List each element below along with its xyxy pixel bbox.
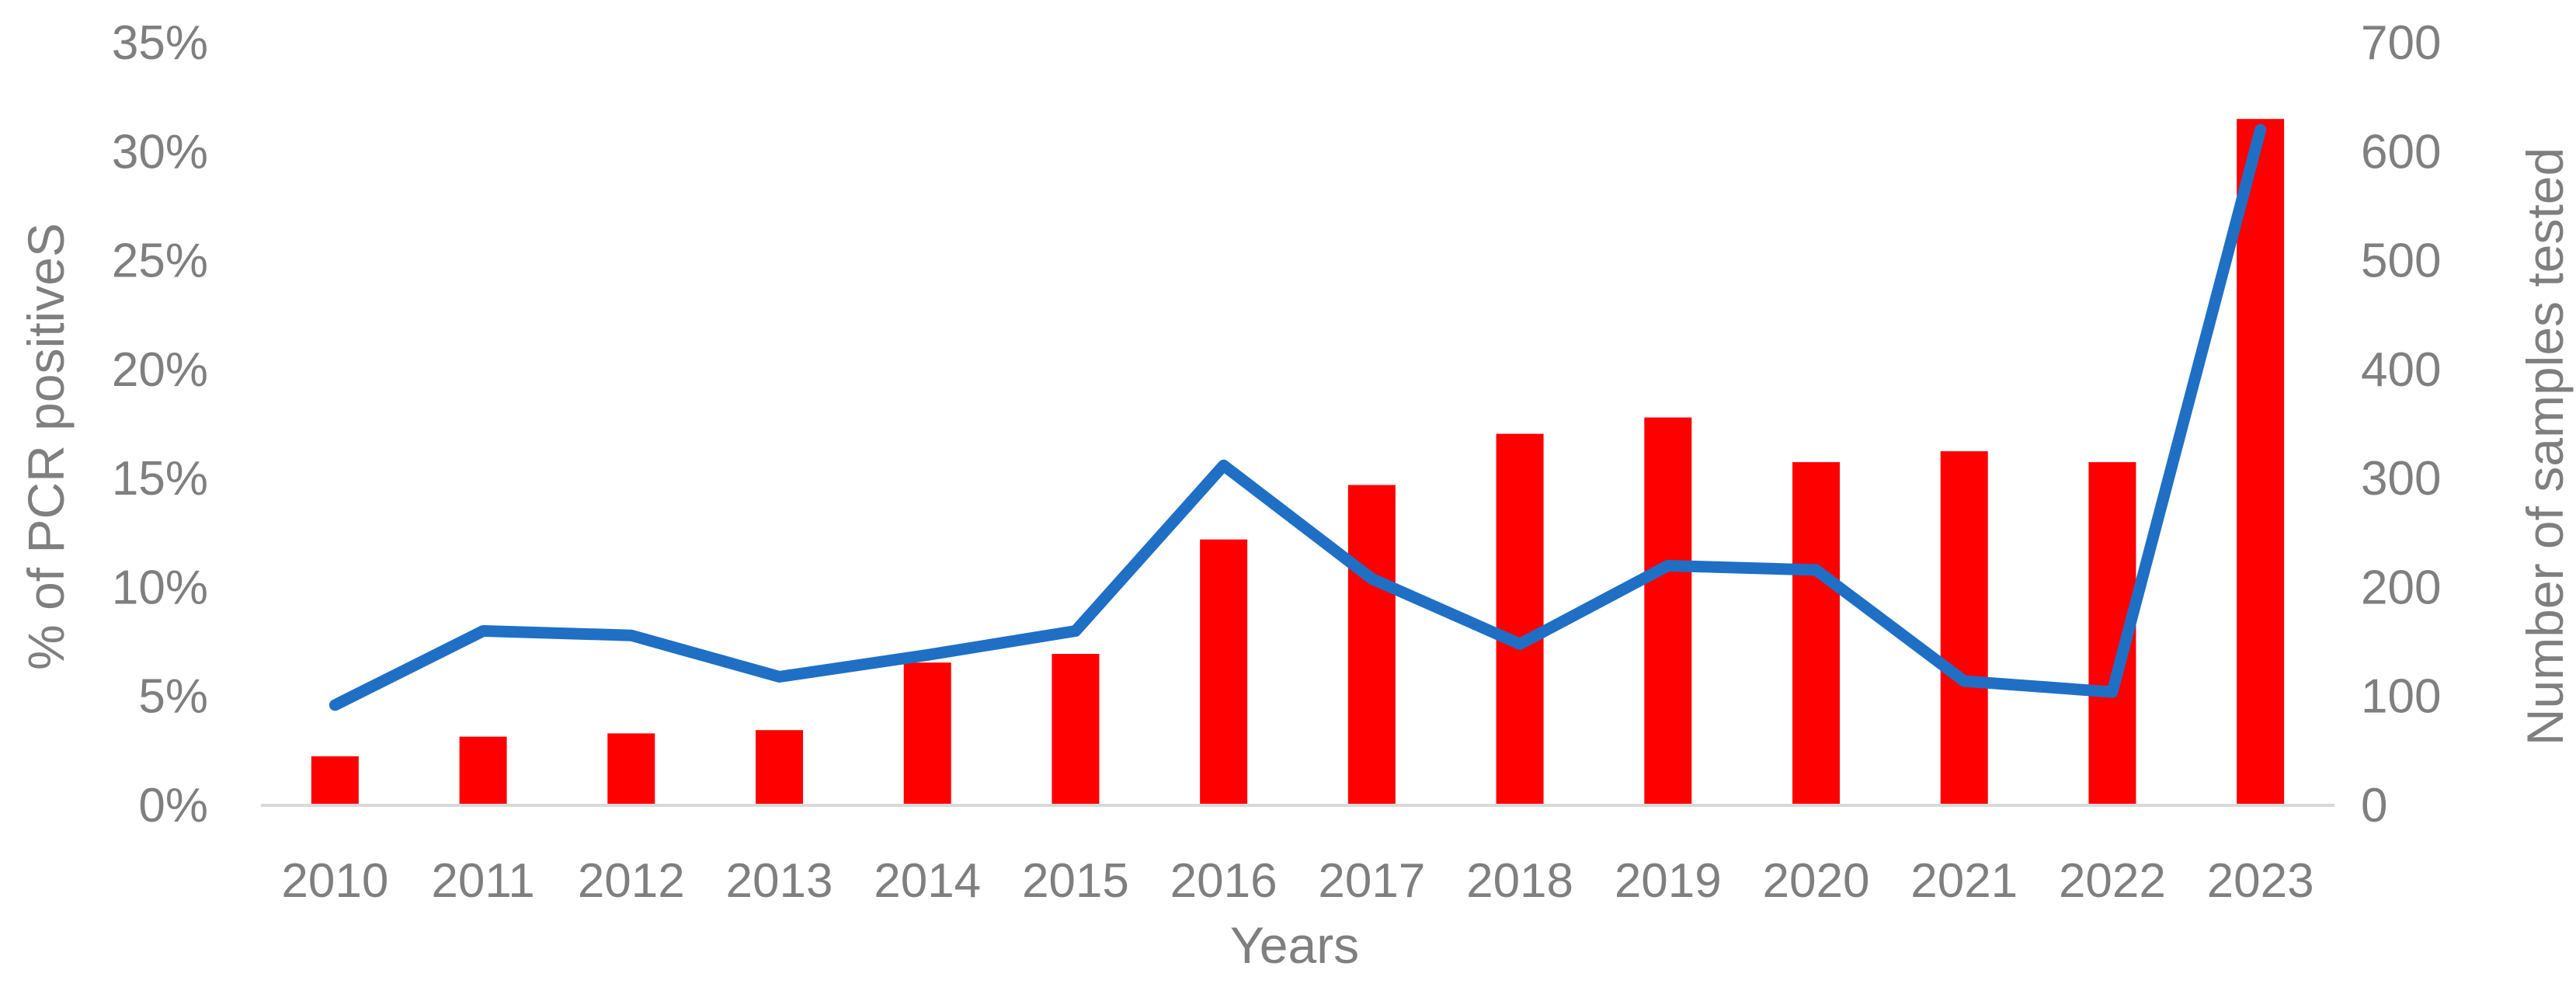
x-tick-label: 2017 [1318,854,1425,908]
x-tick-label: 2019 [1615,854,1722,908]
bar-2019 [1644,417,1692,805]
bar-2018 [1496,433,1544,805]
right-tick-label: 500 [2361,235,2441,288]
bar-2015 [1052,654,1100,805]
x-axis-title: Years [1230,916,1359,974]
x-tick-label: 2021 [1910,854,2018,908]
right-tick-label: 0 [2361,779,2387,832]
bar-2023 [2237,119,2285,805]
x-tick-label: 2012 [578,854,685,908]
left-tick-label: 10% [112,561,208,614]
right-tick-label: 600 [2361,125,2441,179]
x-tick-label: 2022 [2059,854,2166,908]
right-tick-label: 200 [2361,561,2441,614]
bar-2012 [607,733,655,805]
x-tick-label: 2015 [1022,854,1129,908]
x-axis-ticks: 2010 2011 2012 2013 2014 2015 2016 2017 2018 2019… [281,854,2314,908]
left-tick-label: 15% [112,452,208,506]
x-tick-label: 2010 [281,854,388,908]
bar-2017 [1347,485,1396,805]
right-axis-ticks: 0 100 200 300 400 500 600 700 [2361,16,2441,832]
x-tick-label: 2020 [1763,854,1870,908]
left-tick-label: 5% [138,670,208,724]
bar-2013 [756,730,803,805]
bar-2010 [311,756,359,805]
left-tick-label: 20% [112,343,208,397]
right-tick-label: 100 [2361,670,2441,724]
x-tick-label: 2016 [1170,854,1278,908]
left-axis-title: % of PCR positiveS [17,223,75,670]
right-tick-label: 700 [2361,16,2441,70]
bar-2014 [903,662,951,805]
left-tick-label: 25% [112,235,208,288]
right-tick-label: 400 [2361,343,2441,397]
left-tick-label: 30% [112,125,208,179]
bar-series [311,119,2285,805]
x-tick-label: 2014 [874,854,981,908]
x-tick-label: 2023 [2207,854,2314,908]
bar-2016 [1200,539,1248,805]
x-tick-label: 2018 [1466,854,1573,908]
line-points [335,130,2261,706]
x-tick-label: 2013 [726,854,833,908]
line-series [329,123,2267,711]
x-tick-label: 2011 [431,854,534,908]
left-tick-label: 35% [112,16,208,70]
left-tick-label: 0% [138,779,208,832]
bar-2021 [1940,451,1988,805]
left-axis-ticks: 0% 5% 10% 15% 20% 25% 30% 35% [112,16,208,832]
bar-2020 [1792,462,1840,805]
right-axis-title: Number of samples tested [2516,148,2574,746]
bar-2011 [459,736,507,805]
right-tick-label: 300 [2361,452,2441,506]
